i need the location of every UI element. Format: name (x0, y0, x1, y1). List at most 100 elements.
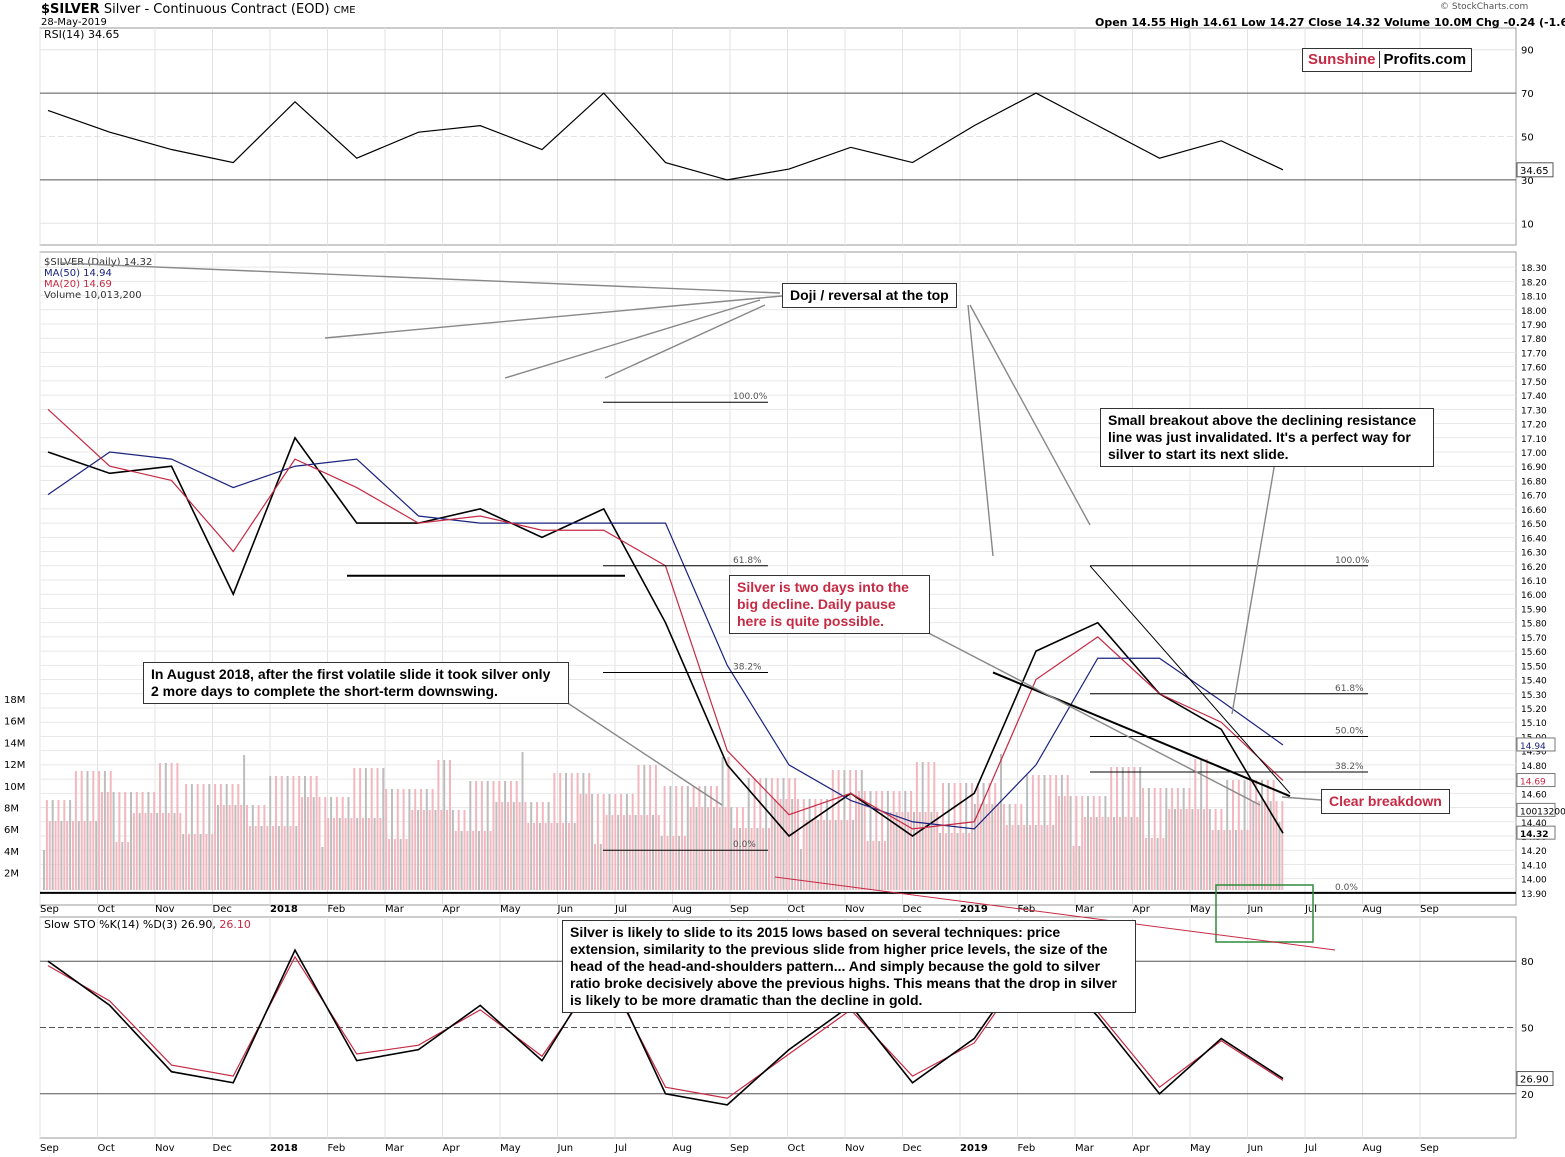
price-tick-label: 14.60 (1521, 790, 1547, 800)
volume-bar (675, 786, 678, 890)
volume-bar (138, 813, 141, 890)
price-tick-label: 14.80 (1521, 762, 1547, 772)
volume-bar (744, 828, 747, 890)
fib-right-label: 100.0% (1335, 556, 1370, 566)
volume-bar (292, 776, 295, 890)
volume-bar (144, 813, 147, 890)
volume-bar (1165, 788, 1168, 890)
volume-bar (849, 770, 852, 890)
price-tick-label: 15.70 (1521, 634, 1547, 644)
volume-bar (1200, 759, 1203, 890)
price-tag-ma20: 14.69 (1520, 778, 1546, 788)
volume-bar (460, 831, 463, 890)
volume-bar (1029, 825, 1031, 890)
volume-bar (327, 818, 330, 890)
volume-tick-label: 12M (4, 760, 25, 771)
volume-bar (1237, 780, 1240, 890)
volume-bar (637, 765, 640, 890)
volume-bar (1000, 754, 1002, 890)
volume-bar (773, 799, 776, 890)
volume-bar (730, 807, 733, 890)
volume-bar (852, 820, 855, 890)
volume-bar (1127, 767, 1130, 890)
volume-bar (976, 783, 979, 890)
volume-bar (330, 797, 333, 890)
volume-bar (338, 818, 341, 890)
volume-bar (219, 784, 222, 890)
volume-bar (678, 836, 681, 890)
volume-bar (1232, 780, 1234, 890)
volume-bar (918, 812, 921, 890)
x-tick-label: Jun (557, 1143, 574, 1154)
x-tick-label: Mar (385, 1143, 405, 1154)
volume-bar (208, 784, 211, 890)
logo-sunshine: Sunshine (1308, 51, 1376, 68)
volume-bar (602, 794, 605, 890)
volume-bar (1110, 767, 1113, 890)
price-tick-label: 14.20 (1521, 847, 1547, 857)
volume-bar (1087, 796, 1089, 890)
volume-bar (475, 781, 478, 890)
x-tick-label: Apr (1133, 1143, 1151, 1154)
volume-bar (1058, 796, 1060, 890)
volume-bar (979, 804, 982, 890)
volume-bar (364, 768, 367, 890)
volume-bar (881, 791, 884, 890)
volume-bar (927, 762, 930, 890)
volume-bar (243, 755, 246, 890)
volume-bar (1002, 804, 1005, 890)
volume-bar (567, 823, 570, 890)
volume-bar (77, 821, 80, 890)
volume-bar (304, 776, 306, 890)
x-tick-label: Oct (788, 1143, 805, 1154)
volume-bar (196, 784, 199, 890)
fib-right-label: 50.0% (1335, 726, 1364, 736)
volume-bar (43, 850, 45, 890)
volume-tick-label: 6M (4, 825, 19, 836)
volume-bar (1258, 801, 1261, 890)
volume-bar (654, 765, 657, 890)
volume-bar (1118, 817, 1121, 890)
volume-bar (1226, 780, 1229, 890)
price-tick-label: 15.10 (1521, 719, 1547, 729)
volume-bar (1255, 780, 1258, 890)
volume-bar (834, 820, 837, 890)
stockcharts-credit: © StockCharts.com (1440, 2, 1529, 12)
volume-bar (214, 784, 217, 890)
volume-bar (1188, 788, 1191, 890)
volume-bar (451, 810, 454, 890)
x-tick-label: Aug (1363, 1143, 1383, 1154)
volume-bar (759, 778, 762, 890)
volume-bar (333, 818, 335, 890)
price-tick-label: 15.60 (1521, 648, 1547, 658)
volume-bar (623, 815, 625, 890)
volume-tick-label: 8M (4, 804, 19, 815)
volume-bar (92, 771, 95, 890)
volume-bar (454, 831, 457, 890)
x-tick-label: Jul (1304, 904, 1317, 915)
volume-bar (1194, 759, 1197, 890)
sto-value-tag-box (1516, 1071, 1554, 1087)
price-legend-item: $SILVER (Daily) 14.32 (44, 257, 152, 268)
volume-bar (1147, 788, 1150, 890)
volume-bar (968, 833, 971, 890)
volume-bar (579, 794, 582, 890)
rsi-label: RSI(14) 34.65 (44, 28, 119, 41)
volume-bar (1211, 830, 1214, 890)
chart-date: 28-May-2019 (41, 17, 107, 28)
volume-bar (489, 831, 492, 890)
volume-bar (646, 815, 649, 890)
volume-bar (530, 802, 533, 890)
volume-bar (164, 763, 167, 890)
volume-bar (869, 791, 872, 890)
volume-bar (388, 839, 391, 890)
volume-bar (504, 781, 507, 890)
volume-bar (1243, 780, 1246, 890)
volume-bar (190, 784, 193, 890)
volume-bar (1063, 796, 1066, 890)
volume-bar (193, 834, 196, 890)
x-tick-label: Dec (213, 1143, 232, 1154)
price-tick-label: 14.10 (1521, 861, 1547, 871)
volume-bar (240, 805, 243, 890)
x-tick-label: May (1190, 904, 1211, 915)
